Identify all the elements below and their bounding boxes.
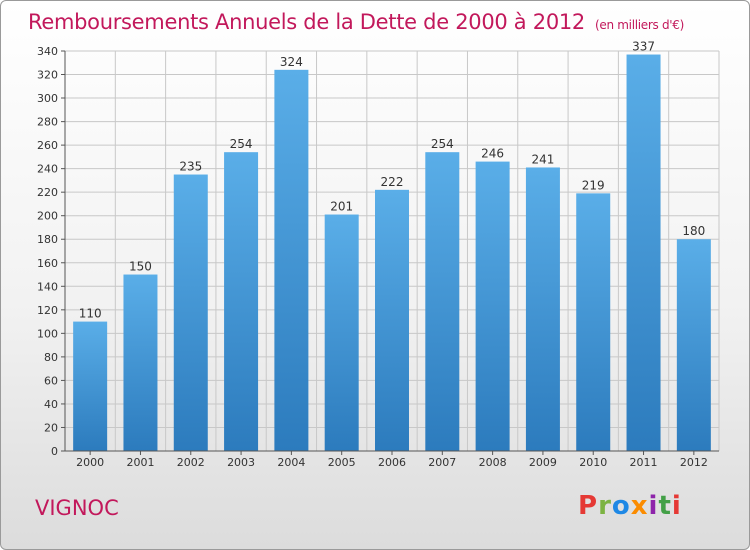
y-tick-label: 120 bbox=[37, 304, 58, 317]
axis-layer: 0 20 40 60 80 100 120 140 160 180 200 220 240 260 280 3… bbox=[37, 45, 719, 469]
x-tick-label: 2009 bbox=[529, 456, 557, 469]
bar-2009 bbox=[525, 167, 560, 451]
x-tick-label: 2012 bbox=[680, 456, 708, 469]
proxiti-logo: Proxiti bbox=[578, 491, 682, 521]
bar-2003 bbox=[224, 152, 259, 452]
x-tick-label: 2006 bbox=[378, 456, 406, 469]
data-label: 110 bbox=[79, 307, 102, 321]
data-label: 254 bbox=[431, 137, 454, 151]
bar-2010 bbox=[576, 193, 611, 451]
data-label: 180 bbox=[682, 224, 705, 238]
y-tick-label: 280 bbox=[37, 116, 58, 129]
y-tick-label: 40 bbox=[44, 398, 58, 411]
x-tick-label: 2010 bbox=[579, 456, 607, 469]
x-tick-label: 2005 bbox=[328, 456, 356, 469]
y-tick-label: 240 bbox=[37, 163, 58, 176]
chart-subtitle: (en milliers d'€) bbox=[595, 18, 685, 32]
logo-letter: i bbox=[648, 491, 659, 521]
y-tick-label: 320 bbox=[37, 69, 58, 82]
bar-2007 bbox=[425, 152, 460, 452]
logo-letter: i bbox=[671, 491, 682, 521]
bar-2002 bbox=[173, 174, 208, 451]
x-tick-label: 2002 bbox=[177, 456, 205, 469]
chart-title: Remboursements Annuels de la Dette de 20… bbox=[28, 10, 684, 34]
y-tick-label: 160 bbox=[37, 257, 58, 270]
x-tick-label: 2011 bbox=[630, 456, 658, 469]
data-label: 241 bbox=[531, 152, 554, 166]
commune-name: VIGNOC bbox=[35, 496, 119, 520]
bars-layer: 110 150 235 254 324 201 222 254 246 241 219 337 180 bbox=[73, 40, 711, 452]
logo-letter: t bbox=[658, 491, 672, 521]
bar-2005 bbox=[324, 214, 359, 451]
bar-2006 bbox=[375, 189, 409, 451]
y-tick-label: 200 bbox=[37, 210, 58, 223]
y-tick-label: 100 bbox=[37, 327, 58, 340]
logo-letter: x bbox=[630, 491, 649, 521]
bar-2000 bbox=[73, 321, 108, 451]
logo-letter: r bbox=[598, 491, 612, 521]
x-tick-label: 2003 bbox=[227, 456, 255, 469]
chart-title-text: Remboursements Annuels de la Dette de 20… bbox=[28, 10, 585, 34]
x-tick-label: 2000 bbox=[76, 456, 104, 469]
bar-2008 bbox=[475, 161, 510, 451]
y-tick-label: 260 bbox=[37, 139, 58, 152]
data-label: 201 bbox=[330, 200, 353, 214]
bar-2004 bbox=[274, 69, 309, 451]
bar-2011 bbox=[626, 54, 661, 451]
data-label: 222 bbox=[381, 175, 404, 189]
y-tick-label: 20 bbox=[44, 421, 58, 434]
y-tick-label: 220 bbox=[37, 186, 58, 199]
y-tick-label: 300 bbox=[37, 92, 58, 105]
logo-letter: o bbox=[611, 491, 631, 521]
data-label: 337 bbox=[632, 40, 655, 54]
y-tick-label: 0 bbox=[51, 445, 58, 458]
y-tick-label: 140 bbox=[37, 280, 58, 293]
bar-2012 bbox=[676, 239, 711, 451]
data-label: 246 bbox=[481, 147, 504, 161]
data-label: 219 bbox=[582, 178, 605, 192]
data-label: 254 bbox=[230, 137, 253, 151]
data-label: 235 bbox=[179, 160, 202, 174]
data-label: 150 bbox=[129, 260, 152, 274]
x-tick-label: 2004 bbox=[277, 456, 305, 469]
x-tick-label: 2001 bbox=[126, 456, 154, 469]
x-tick-label: 2008 bbox=[479, 456, 507, 469]
x-tick-label: 2007 bbox=[428, 456, 456, 469]
y-tick-label: 80 bbox=[44, 351, 58, 364]
bar-2001 bbox=[123, 274, 158, 451]
data-label: 324 bbox=[280, 55, 303, 69]
y-tick-label: 340 bbox=[37, 45, 58, 58]
y-tick-label: 180 bbox=[37, 233, 58, 246]
y-tick-label: 60 bbox=[44, 374, 58, 387]
logo-letter: P bbox=[578, 491, 599, 521]
